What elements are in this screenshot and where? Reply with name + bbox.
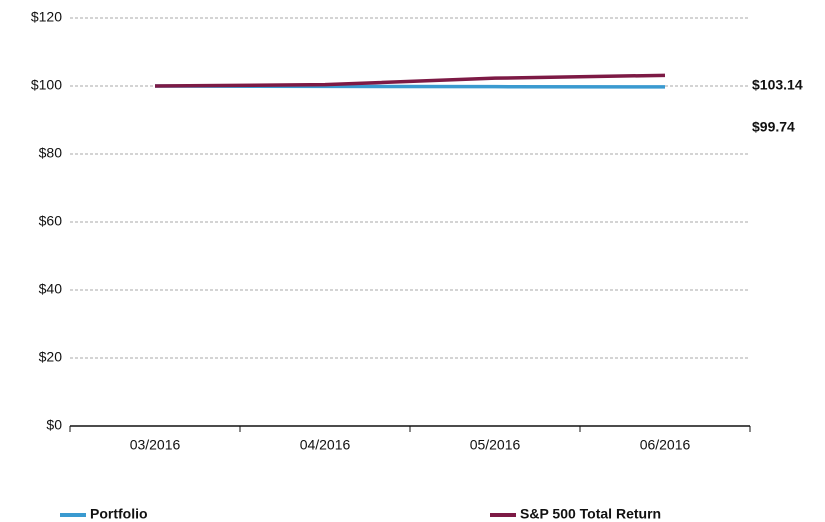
- y-tick-label: $0: [46, 417, 62, 433]
- y-tick-label: $100: [31, 77, 62, 93]
- x-tick-label: 03/2016: [130, 437, 181, 453]
- value-label: $99.74: [752, 119, 795, 135]
- y-tick-label: $60: [39, 213, 63, 229]
- y-tick-label: $80: [39, 145, 63, 161]
- x-tick-label: 06/2016: [640, 437, 691, 453]
- value-label: $103.14: [752, 77, 803, 93]
- legend-label: S&P 500 Total Return: [520, 506, 661, 522]
- x-tick-label: 04/2016: [300, 437, 351, 453]
- y-tick-label: $20: [39, 349, 63, 365]
- series-line: [154, 73, 666, 88]
- legend-label: Portfolio: [90, 506, 148, 522]
- y-tick-label: $40: [39, 281, 63, 297]
- y-tick-label: $120: [31, 9, 62, 25]
- x-tick-label: 05/2016: [470, 437, 521, 453]
